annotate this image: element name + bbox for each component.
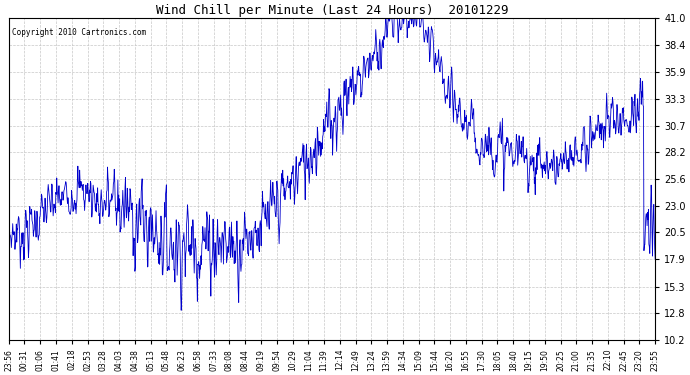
Title: Wind Chill per Minute (Last 24 Hours)  20101229: Wind Chill per Minute (Last 24 Hours) 20… — [156, 4, 508, 17]
Text: Copyright 2010 Cartronics.com: Copyright 2010 Cartronics.com — [12, 28, 146, 37]
